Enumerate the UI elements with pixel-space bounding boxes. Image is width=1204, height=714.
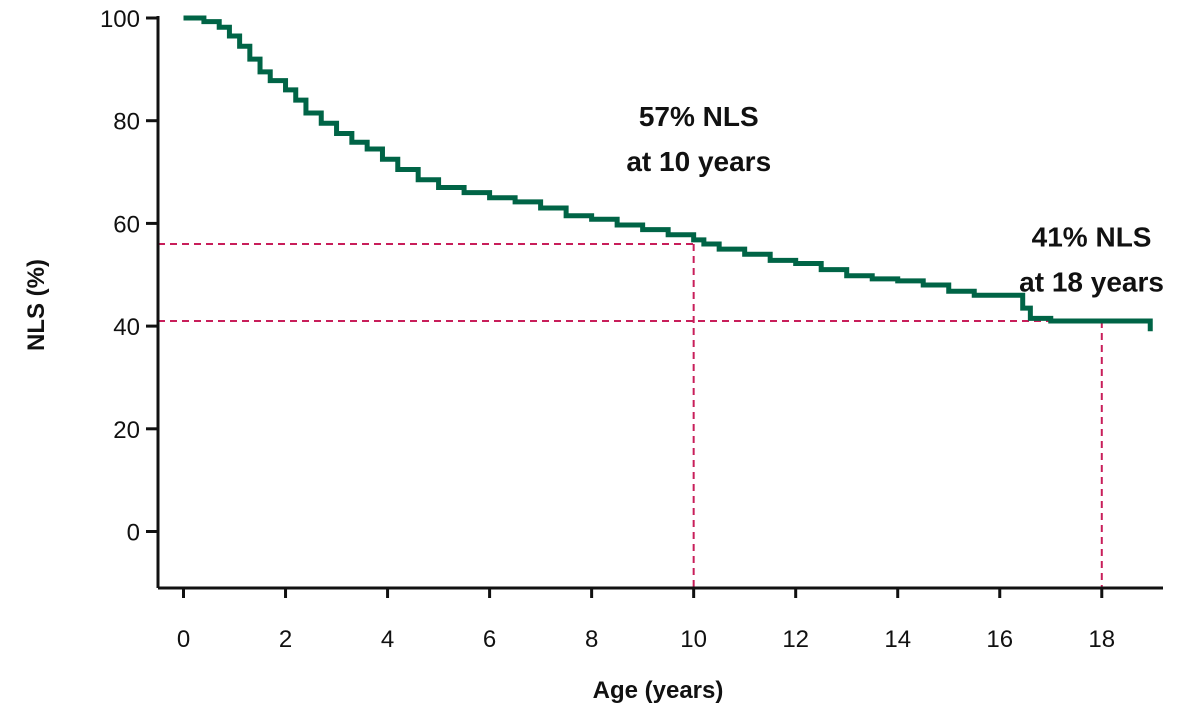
- axes: [146, 16, 1163, 598]
- x-axis-title: Age (years): [593, 677, 724, 704]
- annotation-text: at 10 years: [626, 146, 771, 177]
- x-tick-label: 4: [381, 626, 394, 653]
- y-tick-label: 80: [113, 109, 140, 136]
- x-tick-label: 10: [680, 626, 707, 653]
- y-tick-label: 60: [113, 211, 140, 238]
- annotation-text: 57% NLS: [639, 101, 759, 132]
- annotation-text: at 18 years: [1019, 267, 1164, 298]
- reference-lines: [158, 242, 1103, 588]
- y-tick-label: 40: [113, 314, 140, 341]
- y-tick-label: 100: [100, 6, 140, 33]
- x-tick-label: 14: [884, 626, 911, 653]
- y-axis-title: NLS (%): [23, 259, 50, 351]
- survival-curve-series-0: [183, 15, 1153, 332]
- y-tick-label: 20: [113, 417, 140, 444]
- x-tick-label: 18: [1088, 626, 1115, 653]
- x-tick-label: 16: [986, 626, 1013, 653]
- x-tick-label: 2: [279, 626, 292, 653]
- annotation-text: 41% NLS: [1032, 222, 1152, 253]
- x-tick-label: 6: [483, 626, 496, 653]
- x-tick-label: 12: [782, 626, 809, 653]
- y-tick-label: 0: [127, 520, 140, 547]
- tick-labels: 0 2 4 6 8 10 12 14 16 18 0 20 40 60 80 100: [100, 6, 1115, 653]
- x-tick-label: 8: [585, 626, 598, 653]
- annotations: 57% NLS at 10 years 41% NLS at 18 years: [626, 101, 1164, 298]
- x-tick-label: 0: [177, 626, 190, 653]
- series-layer: [183, 15, 1153, 332]
